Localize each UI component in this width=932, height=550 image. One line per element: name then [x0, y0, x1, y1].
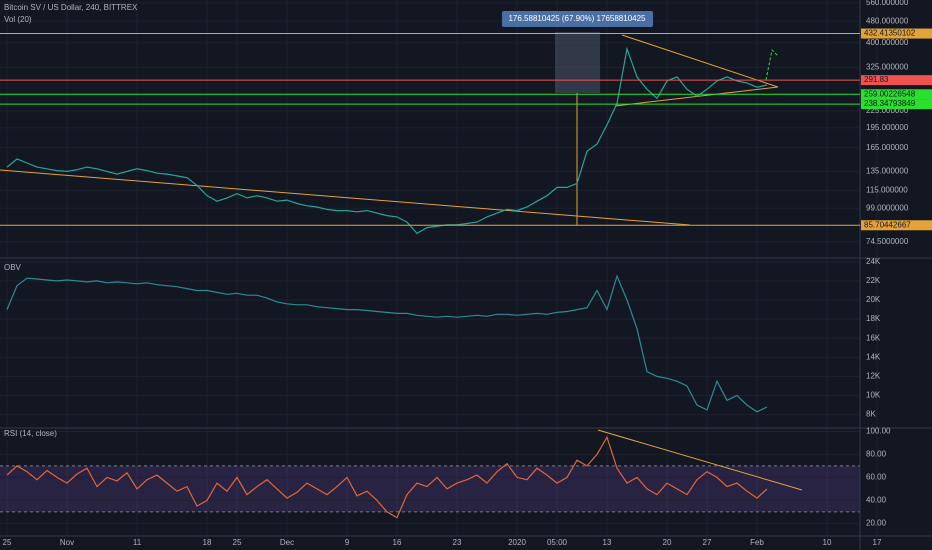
rsi-band — [0, 465, 860, 512]
y-tick-label: 18K — [866, 314, 881, 323]
price-label-bg — [861, 28, 932, 39]
x-tick-label: 05:00 — [547, 538, 568, 547]
y-tick-label: 99.0000000 — [866, 203, 909, 212]
price-label: 85.70442667 — [864, 220, 911, 229]
y-tick-label: 22K — [866, 276, 881, 285]
y-tick-label: 16K — [866, 333, 881, 342]
series-line — [6, 435, 768, 519]
y-tick-label: 400.000000 — [866, 38, 909, 47]
trend-line — [614, 86, 779, 107]
y-tick-label: 20.00 — [866, 518, 887, 527]
y-tick-label: 40.00 — [866, 495, 887, 504]
measure-tooltip — [502, 11, 653, 27]
price-label-bg — [861, 75, 932, 86]
price-label: 432.41350102 — [864, 29, 916, 38]
x-tick-label: Nov — [60, 538, 74, 547]
trend-line — [597, 429, 803, 491]
x-tick-label: 2020 — [508, 538, 526, 547]
x-tick-label: 20 — [663, 538, 672, 547]
measure-text: 176.58810425 (67.90%) 17658810425 — [508, 14, 646, 23]
trend-line — [621, 34, 779, 88]
pane-title: RSI (14, close) — [4, 429, 57, 438]
price-label-bg — [861, 99, 932, 110]
y-tick-label: 24K — [866, 257, 881, 266]
y-tick-label: 8K — [866, 410, 876, 419]
pane-title: OBV — [4, 263, 22, 272]
x-tick-label: 25 — [3, 538, 12, 547]
price-label: 238.34793849 — [864, 99, 916, 108]
x-tick-label: 17 — [873, 538, 882, 547]
y-tick-label: 135.000000 — [866, 167, 909, 176]
y-tick-label: 165.000000 — [866, 143, 909, 152]
price-label: 291.83 — [864, 75, 889, 84]
y-tick-label: 115.000000 — [866, 186, 908, 195]
x-tick-label: 10 — [823, 538, 832, 547]
x-tick-label: 18 — [203, 538, 212, 547]
series-line — [6, 274, 768, 413]
x-tick-label: 25 — [233, 538, 242, 547]
x-tick-label: 27 — [703, 538, 712, 547]
x-tick-label: Dec — [280, 538, 294, 547]
trend-line — [0, 169, 691, 226]
y-tick-label: 20K — [866, 295, 881, 304]
y-tick-label: 480.000000 — [866, 16, 909, 25]
y-tick-label: 74.5000000 — [866, 237, 909, 246]
y-tick-label: 10K — [866, 391, 881, 400]
price-label-bg — [861, 220, 932, 231]
y-tick-label: 100.00 — [866, 427, 891, 436]
y-tick-label: 14K — [866, 352, 881, 361]
price-label-bg — [861, 89, 932, 100]
y-tick-label: 560.000000 — [866, 0, 909, 7]
y-tick-label: 325.000000 — [866, 62, 909, 71]
y-tick-label: 80.00 — [866, 450, 887, 459]
x-tick-label: Feb — [750, 538, 764, 547]
price-label: 259.00226548 — [864, 89, 916, 98]
series-line — [6, 46, 768, 235]
projection-arrow — [765, 48, 779, 81]
x-tick-label: 9 — [345, 538, 350, 547]
chart-title: Bitcoin SV / US Dollar, 240, BITTREX — [4, 3, 138, 12]
y-tick-label: 225.000000 — [866, 106, 909, 115]
x-tick-label: 11 — [133, 538, 142, 547]
y-tick-label: 60.00 — [866, 473, 887, 482]
y-tick-label: 12K — [866, 372, 881, 381]
y-tick-label: 195.000000 — [866, 123, 909, 132]
x-tick-label: 16 — [393, 538, 402, 547]
x-tick-label: 23 — [453, 538, 462, 547]
measure-box — [555, 32, 600, 93]
x-tick-label: 13 — [603, 538, 612, 547]
volume-label: Vol (20) — [4, 15, 32, 24]
grid — [0, 0, 878, 536]
